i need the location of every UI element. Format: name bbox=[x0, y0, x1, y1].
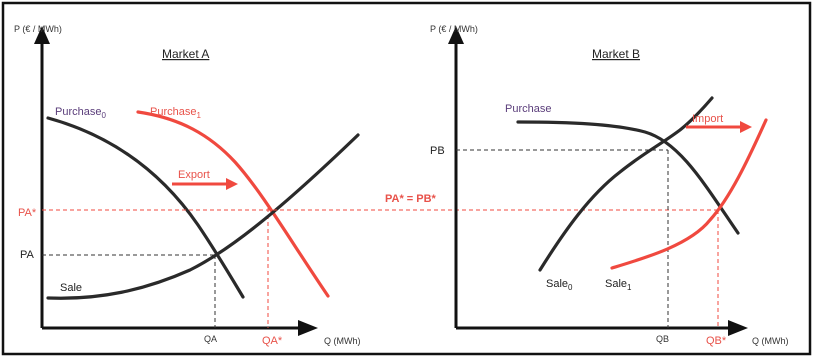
qa-label: QA bbox=[204, 334, 217, 344]
market-a-purchase0-label: Purchase0 bbox=[55, 106, 106, 120]
market-b-y-axis-arrowhead bbox=[448, 26, 464, 44]
market-b-x-axis-arrowhead bbox=[728, 320, 748, 336]
market-a-title: Market A bbox=[162, 47, 209, 61]
market-a-x-axis-arrowhead bbox=[298, 320, 318, 336]
market-b-sale0-curve bbox=[538, 96, 714, 272]
qb-label: QB bbox=[656, 334, 669, 344]
diagram-frame bbox=[1, 1, 812, 356]
market-b-title: Market B bbox=[592, 47, 640, 61]
market-b-sale0-label: Sale0 bbox=[546, 278, 573, 292]
market-a-panel: P (€ / MWh) Market A Purchase0 Purchase1… bbox=[14, 24, 361, 347]
market-b-sale1-label: Sale1 bbox=[605, 278, 632, 292]
market-a-y-axis-label: P (€ / MWh) bbox=[14, 24, 62, 34]
qb-star-label: QB* bbox=[706, 335, 727, 347]
pa-label: PA bbox=[20, 249, 35, 261]
market-a-purchase1-label: Purchase1 bbox=[150, 106, 201, 120]
market-b-purchase-curve bbox=[516, 120, 740, 235]
market-b-y-axis-label: P (€ / MWh) bbox=[430, 24, 478, 34]
pb-label: PB bbox=[430, 145, 445, 157]
market-a-purchase1-curve bbox=[136, 110, 330, 298]
export-label: Export bbox=[178, 169, 210, 181]
equilibrium-label: PA* = PB* bbox=[385, 193, 437, 205]
pa-star-label: PA* bbox=[18, 207, 37, 219]
market-a-sale-curve bbox=[46, 133, 360, 300]
market-b-x-axis-label: Q (MWh) bbox=[752, 336, 789, 346]
market-a-sale-label: Sale bbox=[60, 282, 82, 294]
market-b-sale1-curve bbox=[610, 118, 768, 270]
market-a-x-axis-label: Q (MWh) bbox=[324, 336, 361, 346]
market-b-panel: P (€ / MWh) Market B Purchase Import PB … bbox=[430, 24, 789, 347]
market-a-purchase0-curve bbox=[46, 116, 245, 299]
market-a-y-axis-arrowhead bbox=[34, 26, 50, 44]
market-b-purchase-label: Purchase bbox=[505, 103, 551, 115]
qa-star-label: QA* bbox=[262, 335, 283, 347]
import-label: Import bbox=[692, 113, 723, 125]
